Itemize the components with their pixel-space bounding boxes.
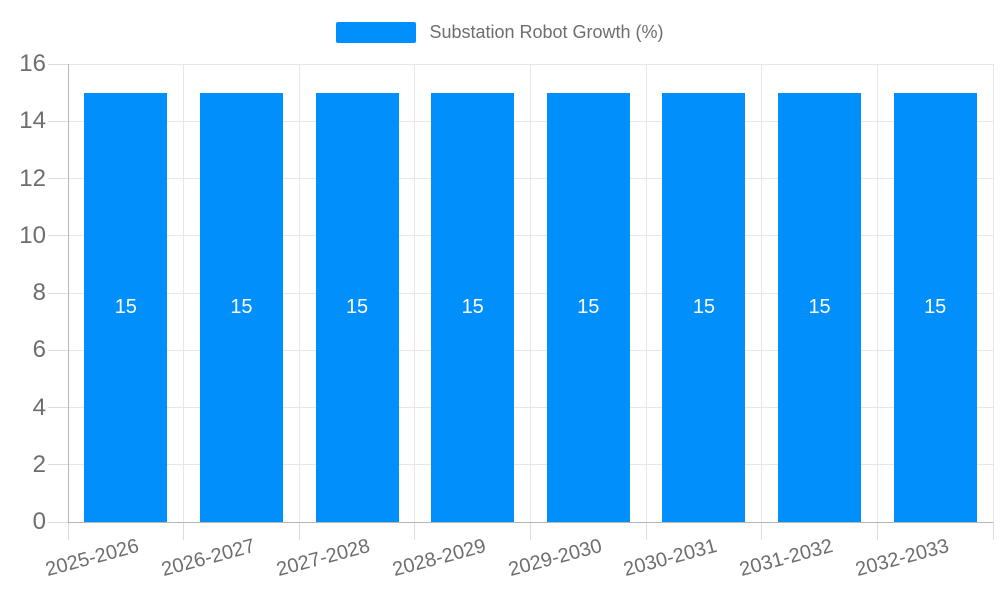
x-tick (183, 522, 185, 540)
y-tick (48, 120, 68, 122)
bar-value-label: 15 (114, 296, 137, 319)
bar-value-label: 15 (808, 296, 831, 319)
y-axis-label: 10 (19, 221, 46, 249)
y-tick (48, 521, 68, 523)
x-tick (761, 522, 763, 540)
x-tick (992, 522, 994, 540)
x-axis-label: 2027-2028 (274, 535, 373, 582)
bar[interactable] (84, 92, 168, 522)
x-tick (414, 522, 416, 540)
v-gridline (183, 64, 185, 522)
v-gridline (414, 64, 416, 522)
x-axis-label: 2025-2026 (43, 535, 142, 582)
x-axis-label: 2031-2032 (737, 535, 836, 582)
y-axis-label: 6 (32, 336, 46, 364)
y-axis-label: 16 (19, 50, 46, 77)
y-axis-label: 8 (32, 279, 46, 306)
y-tick (48, 407, 68, 408)
v-gridline (298, 64, 300, 522)
bar-value-label: 15 (345, 296, 369, 319)
y-axis-label: 2 (32, 450, 46, 478)
x-axis-label: 2028-2029 (390, 535, 489, 582)
x-tick (876, 522, 878, 540)
bar[interactable] (662, 92, 746, 522)
y-tick (48, 464, 68, 466)
y-axis-label: 14 (19, 107, 46, 135)
y-tick (48, 292, 68, 294)
x-tick (298, 522, 300, 540)
legend-label: Substation Robot Growth (%) (429, 22, 664, 42)
x-axis-label: 2030-2031 (621, 535, 720, 582)
v-gridline (761, 64, 763, 522)
bar[interactable] (199, 92, 283, 522)
y-tick (48, 63, 68, 65)
y-axis-label: 12 (19, 164, 46, 192)
y-axis-label: 4 (32, 393, 46, 421)
bar-value-label: 15 (924, 296, 947, 319)
bar-value-label: 15 (230, 296, 253, 319)
y-tick (48, 349, 68, 351)
bar-value-label: 15 (577, 296, 600, 319)
y-tick (48, 178, 68, 179)
bar[interactable] (778, 92, 862, 522)
v-gridline (992, 64, 994, 522)
bar-value-label: 15 (461, 296, 484, 319)
bar[interactable] (431, 92, 515, 522)
x-axis-label: 2026-2027 (159, 535, 258, 582)
v-gridline (876, 64, 878, 522)
y-tick (48, 235, 68, 237)
x-axis-label: 2032-2033 (852, 535, 951, 582)
legend[interactable]: Substation Robot Growth (%) (0, 20, 1000, 45)
v-gridline (645, 64, 647, 522)
x-axis-label: 2029-2030 (505, 535, 605, 582)
x-axis-line (68, 521, 993, 523)
v-gridline (530, 64, 531, 522)
bar-value-label: 15 (692, 296, 716, 319)
y-axis-line (67, 64, 69, 522)
legend-marker (336, 22, 417, 43)
x-tick (530, 522, 531, 540)
x-tick (67, 522, 69, 540)
y-axis-label: 0 (32, 508, 46, 535)
bar[interactable] (546, 92, 630, 522)
x-tick (645, 522, 647, 540)
bar[interactable] (315, 92, 399, 522)
bar[interactable] (893, 92, 977, 522)
